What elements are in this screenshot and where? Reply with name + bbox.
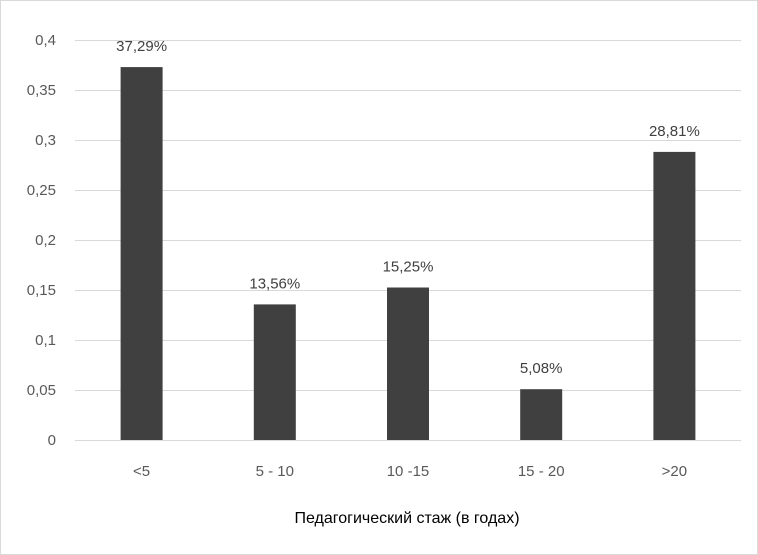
y-tick-label: 0,2 bbox=[35, 232, 56, 249]
bar bbox=[520, 389, 563, 440]
x-axis-tick-labels: <5 5 - 10 10 -15 15 - 20 >20 bbox=[133, 463, 687, 480]
y-axis-tick-labels: 0 0,05 0,1 0,15 0,2 0,25 0,3 0,35 0,4 bbox=[27, 32, 56, 449]
data-label: 13,56% bbox=[249, 275, 300, 292]
x-tick-label: 10 -15 bbox=[387, 463, 430, 480]
bar bbox=[387, 287, 429, 440]
y-tick-label: 0,35 bbox=[27, 82, 56, 99]
data-label: 5,08% bbox=[520, 360, 563, 377]
y-tick-label: 0 bbox=[48, 432, 56, 449]
data-labels: 37,29% 13,56% 15,25% 5,08% 28,81% bbox=[116, 38, 700, 377]
y-tick-label: 0,05 bbox=[27, 382, 56, 399]
x-tick-label: 5 - 10 bbox=[256, 463, 294, 480]
bar bbox=[253, 304, 296, 440]
y-tick-label: 0,1 bbox=[35, 332, 56, 349]
y-tick-label: 0,4 bbox=[35, 32, 56, 49]
data-label: 37,29% bbox=[116, 38, 167, 55]
y-tick-label: 0,15 bbox=[27, 282, 56, 299]
x-tick-label: <5 bbox=[133, 463, 150, 480]
bars bbox=[120, 67, 696, 440]
data-label: 28,81% bbox=[649, 123, 700, 140]
x-tick-label: 15 - 20 bbox=[518, 463, 565, 480]
bar bbox=[653, 151, 696, 440]
gridlines bbox=[75, 40, 741, 441]
y-tick-label: 0,25 bbox=[27, 182, 56, 199]
x-tick-label: >20 bbox=[662, 463, 687, 480]
y-tick-label: 0,3 bbox=[35, 132, 56, 149]
x-axis-title: Педагогический стаж (в годах) bbox=[294, 510, 519, 527]
bar bbox=[120, 67, 163, 440]
data-label: 15,25% bbox=[383, 259, 434, 276]
